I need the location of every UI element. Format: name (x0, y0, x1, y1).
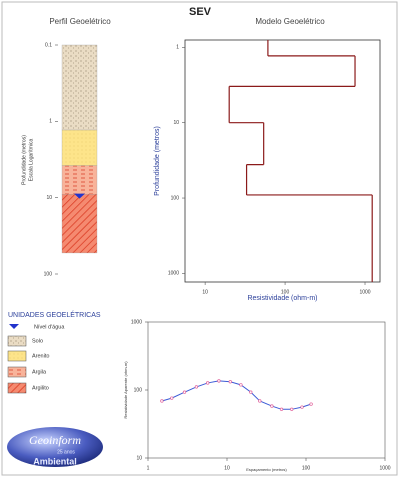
x-tick-label: 1000 (379, 465, 390, 471)
x-axis-label: Espaçamento (metros) (246, 467, 287, 472)
y-axis-label: Profundidade (metros) (154, 126, 161, 196)
plot-area (184, 39, 381, 283)
y-axis-label: Profundidade (metros) (21, 135, 27, 185)
legend-swatch (7, 350, 27, 362)
legend-label: Nível d'água (34, 324, 65, 330)
y-tick-label: 100 (44, 271, 53, 277)
point (228, 380, 232, 384)
x-tick-label: 1 (147, 465, 150, 471)
legend-label: Argila (32, 369, 47, 375)
layer (61, 129, 98, 166)
y-tick-label: 1 (49, 119, 52, 125)
y-tick-label: 10 (46, 195, 52, 201)
legend-swatch (7, 335, 27, 347)
point (160, 399, 164, 403)
y-tick-label: 10 (136, 455, 142, 461)
y-tick-label: 1000 (131, 319, 142, 325)
point (279, 407, 284, 411)
y-axis-label: Escala Logarítmica (28, 139, 34, 182)
x-tick-label: 1000 (359, 289, 370, 295)
legend-swatch (7, 366, 27, 378)
point (182, 390, 187, 394)
x-tick-label: 100 (302, 465, 311, 471)
plot-area (147, 321, 386, 459)
logo: Geoinform 25 anos Ambiental (7, 427, 103, 467)
layer (61, 165, 98, 195)
legend-title: UNIDADES GEOELÉTRICAS (8, 310, 101, 319)
point (194, 385, 199, 389)
y-tick-label: 10 (173, 120, 179, 126)
y-tick-label: 100 (171, 195, 180, 201)
logo-name: Geoinform (29, 433, 81, 447)
legend-swatch (7, 382, 27, 394)
y-axis-label: Resistividade Aparente (ohm-m) (123, 361, 128, 419)
legend-label: Solo (32, 338, 43, 344)
point (249, 390, 253, 394)
point (309, 402, 313, 406)
point (217, 379, 221, 383)
chart-title: Modelo Geoelétrico (255, 17, 325, 26)
point (206, 381, 210, 385)
water-level (74, 193, 85, 199)
point (270, 404, 274, 408)
legend-label: Arenito (32, 353, 49, 359)
x-tick-label: 10 (224, 465, 230, 471)
x-tick-label: 100 (281, 289, 290, 295)
legend: UNIDADES GEOELÉTRICAS Nível d'água Solo Are… (7, 310, 101, 394)
point (239, 383, 243, 387)
point (290, 407, 294, 411)
y-tick-label: 1000 (168, 271, 179, 277)
point (300, 405, 304, 409)
chart-title: Perfil Geoelétrico (49, 17, 111, 26)
x-axis-label: Resistividade (ohm-m) (247, 295, 317, 302)
legend-label: Argilito (32, 385, 49, 391)
layer (61, 194, 98, 254)
legend-swatch (9, 324, 19, 329)
y-tick-label: 1 (176, 45, 179, 51)
y-tick-label: 0.1 (45, 42, 52, 48)
layer (61, 44, 98, 131)
x-tick-label: 10 (202, 289, 208, 295)
figure-title: SEV (189, 6, 212, 18)
curve (161, 380, 312, 410)
logo-years: 25 anos (57, 449, 75, 455)
y-tick-label: 100 (134, 387, 143, 393)
point (170, 396, 174, 400)
logo-badge (7, 427, 103, 467)
logo-sub: Ambiental (33, 456, 77, 466)
point (258, 399, 262, 403)
